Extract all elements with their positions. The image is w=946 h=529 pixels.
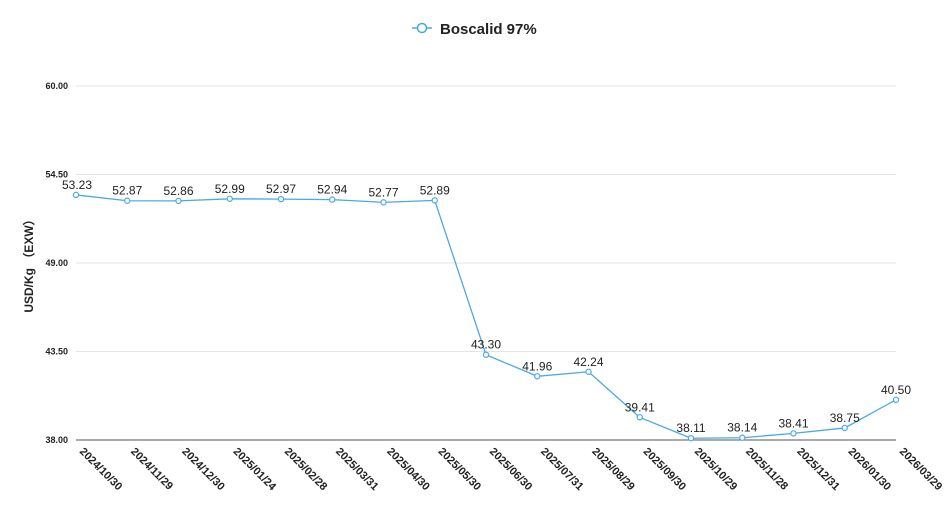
x-tick-label: 2025/02/28 <box>282 446 329 493</box>
y-axis-ticks: 38.00 43.50 49.00 54.50 60.00 <box>45 81 68 445</box>
data-label: 52.94 <box>317 183 347 197</box>
data-point[interactable] <box>72 191 80 199</box>
legend-circle-marker <box>416 22 428 34</box>
data-label: 52.99 <box>215 182 245 196</box>
data-point[interactable] <box>739 434 746 441</box>
y-tick-label: 54.50 <box>45 170 68 180</box>
data-label: 43.30 <box>471 338 501 352</box>
data-point[interactable] <box>431 197 438 204</box>
data-point[interactable] <box>892 396 900 403</box>
series-boscalid <box>72 191 900 442</box>
x-tick-label: 2025/05/30 <box>436 446 483 493</box>
x-tick-label: 2025/11/28 <box>743 446 790 493</box>
gridlines <box>76 85 896 441</box>
x-tick-label: 2025/12/31 <box>794 446 841 493</box>
y-tick-label: 49.00 <box>45 258 68 268</box>
x-axis-ticks: 2024/10/30 2024/11/29 2024/12/30 2025/01/24… <box>77 446 944 494</box>
data-label: 39.41 <box>625 400 655 414</box>
legend-label: Boscalid 97% <box>440 21 537 38</box>
y-axis-title: USD/Kg （EXW） <box>21 213 36 312</box>
x-tick-label: 2025/09/30 <box>641 446 688 493</box>
series-line <box>75 194 897 439</box>
x-tick-label: 2024/10/30 <box>77 446 124 493</box>
data-point[interactable] <box>482 351 490 358</box>
data-point[interactable] <box>329 196 336 203</box>
data-labels: 53.23 52.87 52.86 52.99 52.97 52.94 52.77 52.89… <box>62 178 911 435</box>
data-point[interactable] <box>277 195 285 203</box>
data-point[interactable] <box>380 199 387 206</box>
y-tick-label: 60.00 <box>45 81 68 91</box>
data-label: 41.96 <box>522 359 552 373</box>
x-tick-label: 2026/01/30 <box>846 446 893 493</box>
data-point[interactable] <box>585 368 592 375</box>
data-label: 52.87 <box>112 184 142 198</box>
x-tick-label: 2024/11/29 <box>128 446 175 493</box>
data-label: 38.14 <box>727 421 757 435</box>
data-label: 52.97 <box>266 182 296 196</box>
data-label: 52.77 <box>368 185 398 199</box>
y-tick-label: 38.00 <box>45 435 68 445</box>
data-point[interactable] <box>226 195 233 202</box>
data-point[interactable] <box>534 373 541 380</box>
x-tick-label: 2025/08/29 <box>589 446 636 493</box>
x-tick-label: 2026/03/29 <box>897 446 944 493</box>
x-tick-label: 2025/10/29 <box>692 446 739 493</box>
data-point[interactable] <box>790 430 797 437</box>
data-label: 40.50 <box>881 383 911 397</box>
data-label: 42.24 <box>573 355 603 369</box>
x-tick-label: 2024/12/30 <box>179 446 226 493</box>
x-tick-label: 2025/04/30 <box>384 446 431 493</box>
data-label: 38.11 <box>676 421 705 435</box>
x-tick-label: 2025/06/30 <box>487 446 534 493</box>
y-tick-label: 43.50 <box>45 347 68 357</box>
data-point[interactable] <box>636 414 643 421</box>
data-point[interactable] <box>687 435 695 442</box>
x-tick-label: 2025/07/31 <box>538 446 585 493</box>
data-label: 53.23 <box>62 178 92 192</box>
x-tick-label: 2025/01/24 <box>231 446 279 494</box>
data-point[interactable] <box>841 424 848 432</box>
data-label: 52.89 <box>420 183 450 197</box>
data-point[interactable] <box>124 197 131 204</box>
data-point[interactable] <box>175 197 182 205</box>
legend[interactable]: Boscalid 97% <box>412 21 537 38</box>
data-label: 38.41 <box>778 416 808 430</box>
x-tick-label: 2025/03/31 <box>333 446 380 493</box>
data-label: 38.75 <box>830 411 860 425</box>
data-label: 52.86 <box>163 184 193 198</box>
